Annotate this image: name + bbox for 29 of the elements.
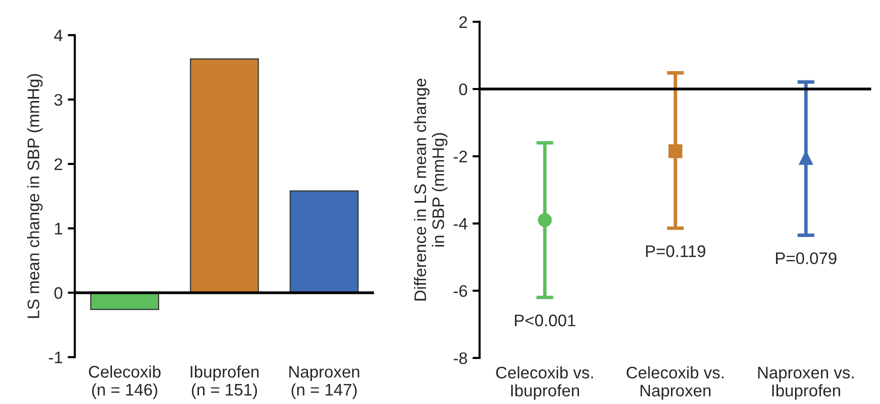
annotation: P<0.001 [514,314,576,326]
y-tick-label: 3 [54,94,62,106]
y-tick-label: 1 [54,222,62,234]
y-axis-title: Difference in LS mean change in SBP (mmHg) [414,78,448,300]
x-tick-label: Naproxen vs. Ibuprofen [758,366,854,400]
point [668,144,682,158]
bar [90,292,160,310]
x-tick-label: Celecoxib vs. Naproxen [626,366,724,400]
y-tick-label: -2 [454,150,467,162]
y-tick-label: -8 [454,352,468,364]
y-tick-label: -6 [454,285,468,297]
point [538,213,552,228]
bar [190,58,259,294]
y-axis-title: LS mean change in SBP (mmHg) [27,74,43,318]
point [798,151,813,165]
x-tick-label: Celecoxib (n = 146) [88,365,161,399]
x-tick-label: Ibuprofen (n = 151) [190,365,259,399]
y-tick-label: 0 [459,83,468,96]
y-tick-label: 2 [54,158,62,170]
y-tick-label: 0 [54,287,62,299]
annotation: P=0.079 [776,252,836,264]
y-tick-label: 4 [54,30,63,42]
annotation: P=0.119 [646,245,706,258]
x-tick-label: Celecoxib vs. Ibuprofen [496,366,593,400]
y-tick-label: -1 [48,352,62,364]
y-tick-label: 2 [459,16,467,28]
bar [290,190,359,294]
y-tick-label: -4 [454,218,468,230]
x-tick-label: Naproxen (n = 147) [289,366,360,399]
